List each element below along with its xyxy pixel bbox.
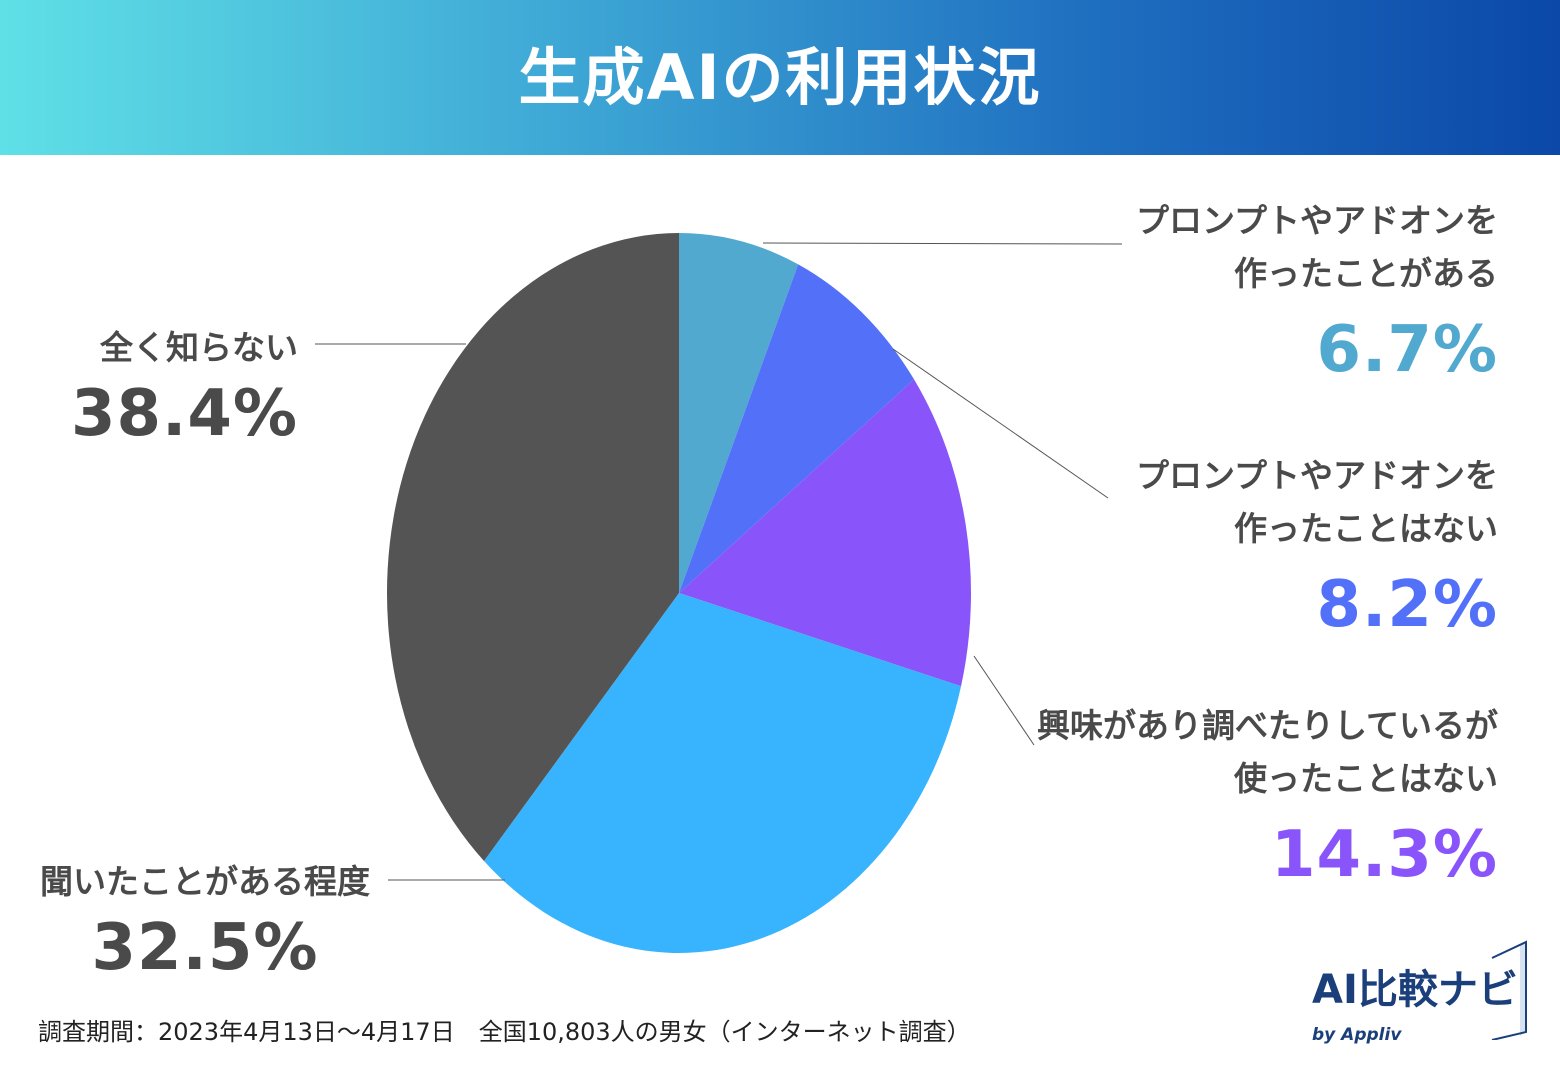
slice-label-2: 興味があり調べたりしているが 使ったことはない 14.3% — [1037, 700, 1498, 890]
leader-lines — [315, 242, 1123, 881]
brand-logo: AI比較ナビ by Appliv — [1300, 935, 1540, 1055]
page-title: 生成AIの利用状況 — [518, 41, 1042, 114]
slice-pct-4: 38.4% — [70, 376, 298, 451]
pie-slice-1 — [679, 264, 914, 593]
slice-pct-1: 8.2% — [1316, 567, 1498, 642]
logo-subtext: by Appliv — [1312, 1025, 1402, 1045]
slice-label-0: プロンプトやアドオンを 作ったことがある 6.7% — [1136, 195, 1498, 385]
slice-label-3-line-1: 聞いたことがある程度 — [40, 862, 370, 901]
pie-slice-0 — [679, 233, 799, 593]
slice-label-4-line-1: 全く知らない — [100, 328, 298, 367]
header-bar — [0, 0, 1560, 155]
pie-slices — [387, 233, 971, 954]
slice-label-0-line-1: プロンプトやアドオンを — [1135, 201, 1498, 240]
slice-label-1: プロンプトやアドオンを 作ったことはない 8.2% — [1136, 450, 1498, 640]
leader-line-1 — [892, 348, 1109, 499]
leader-line-0 — [762, 242, 1123, 245]
slice-label-1-line-1: プロンプトやアドオンを — [1135, 456, 1498, 495]
pie-slice-4 — [387, 233, 679, 861]
slice-pct-0: 6.7% — [1316, 312, 1498, 387]
survey-footnote: 調査期間：2023年4月13日〜4月17日 全国10,803人の男女（インターネ… — [38, 1018, 971, 1046]
logo-text: AI比較ナビ — [1312, 967, 1518, 1013]
slice-label-2-line-1: 興味があり調べたりしているが — [1036, 706, 1498, 745]
slice-label-1-line-2: 作ったことはない — [1234, 508, 1498, 548]
slice-label-3: 聞いたことがある程度 32.5% — [40, 856, 370, 983]
leader-line-2 — [973, 655, 1035, 746]
logo-frame-icon — [1491, 940, 1527, 1040]
slice-label-2-line-2: 使ったことはない — [1234, 758, 1498, 798]
pie-slice-3 — [484, 593, 962, 954]
slice-pct-2: 14.3% — [1270, 817, 1498, 892]
pie-slice-2 — [679, 379, 971, 687]
slice-label-4: 全く知らない 38.4% — [71, 322, 298, 449]
slice-label-0-line-2: 作ったことがある — [1234, 253, 1498, 293]
slice-pct-3: 32.5% — [91, 910, 319, 985]
